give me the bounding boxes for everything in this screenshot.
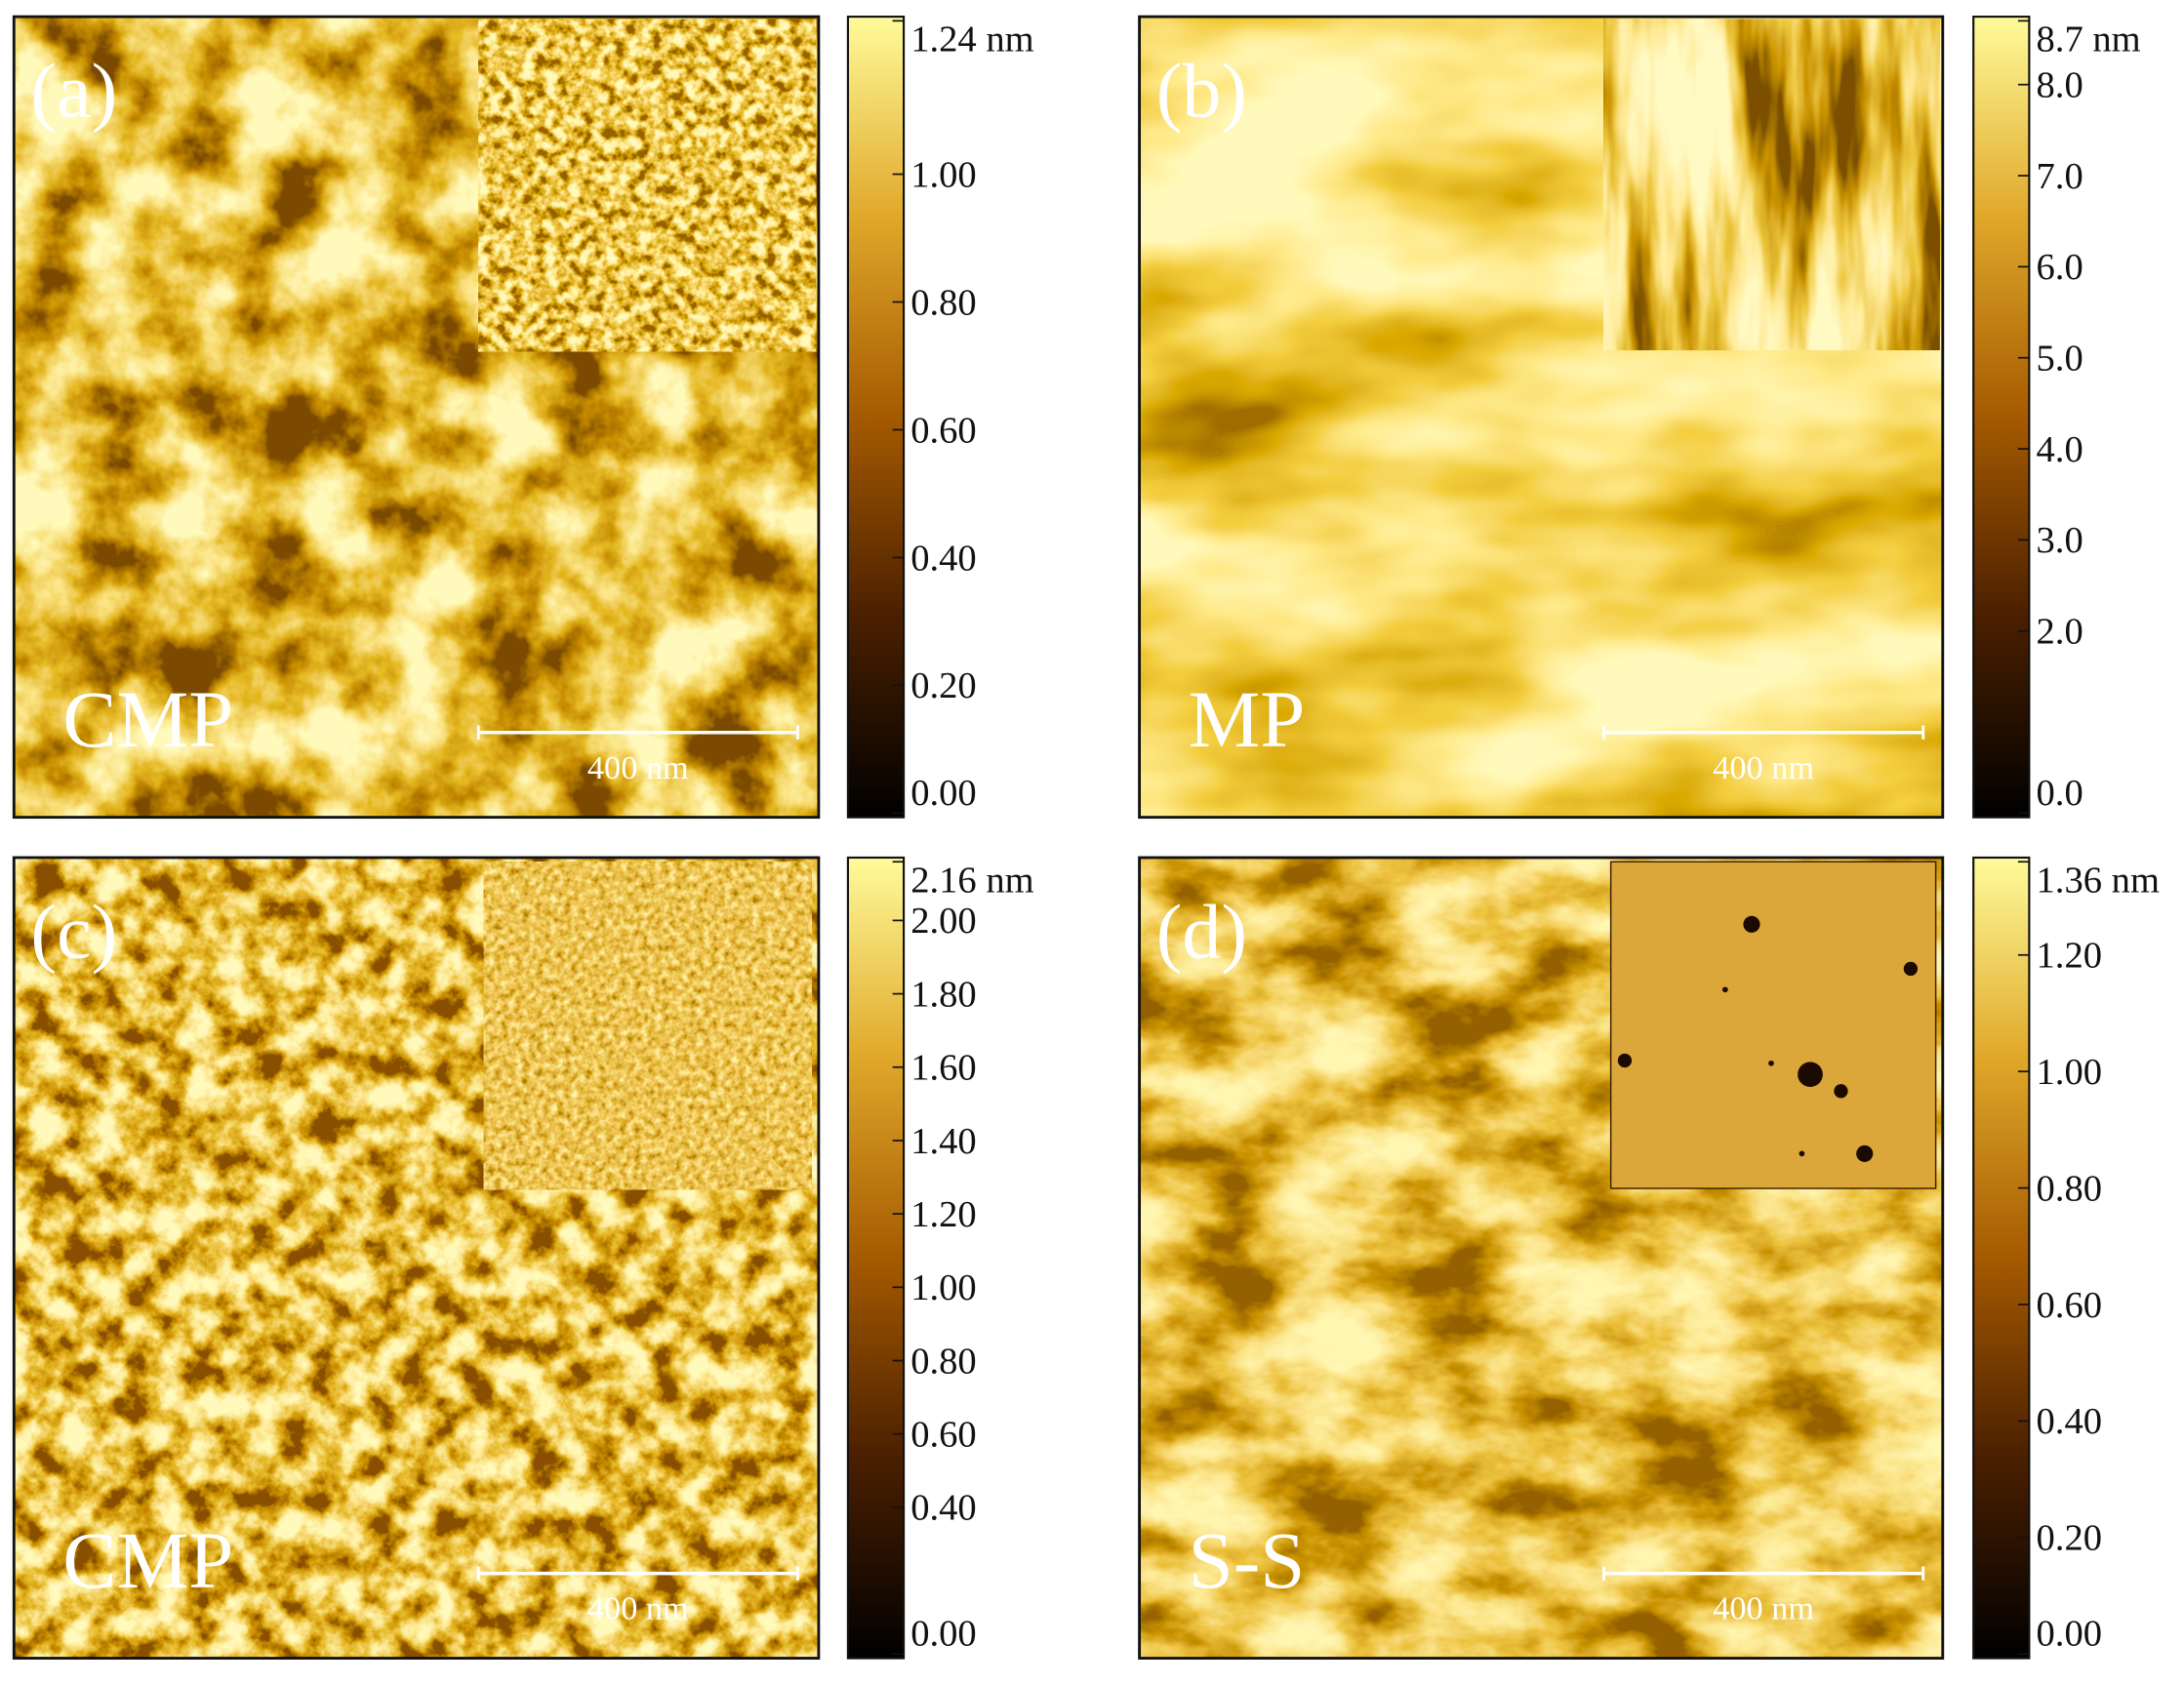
image-frame: [12, 15, 821, 820]
panel-label: (b): [1156, 49, 1247, 135]
pore: [1903, 961, 1919, 977]
pore: [1799, 1150, 1805, 1157]
scale-bar-label: 400 nm: [1713, 1590, 1814, 1627]
scale-bar-label: 400 nm: [1713, 749, 1814, 786]
panels: (a) CMP 400 nm 1.24 nm 1.00 0.80 0.60 0.40 0.20 0…: [12, 15, 2160, 1660]
pore: [1768, 1060, 1774, 1066]
colorbar-tick-label: 0.20: [2037, 1518, 2103, 1559]
colorbar-tick-label: 0.60: [910, 1415, 977, 1456]
pore: [1743, 915, 1760, 933]
colorbar-tick-label: 0.20: [910, 665, 977, 706]
panel-label: (a): [30, 49, 117, 135]
colorbar-tick-label: 1.80: [910, 974, 977, 1015]
colorbar-tick-label: 1.20: [910, 1194, 977, 1235]
colorbar: [1972, 16, 2031, 819]
colorbar-tick-label: 0.60: [910, 410, 977, 451]
colorbar-tick-label: 0.0: [2037, 773, 2083, 814]
pore: [1798, 1062, 1823, 1088]
panel: (d) S-S 400 nm 1.36 nm 1.20 1.00 0.80 0.60 0.40 0…: [1138, 856, 2160, 1660]
inset-image: [483, 862, 812, 1190]
pore: [1856, 1144, 1874, 1162]
colorbar-tick-label: 2.16 nm: [910, 861, 1033, 902]
colorbar-tick-label: 4.0: [2037, 429, 2083, 470]
colorbar-tick-label: 0.80: [910, 1341, 977, 1382]
colorbar-tick-label: 1.24 nm: [910, 20, 1033, 60]
pore: [1721, 986, 1728, 993]
scale-bar-label: 400 nm: [587, 1590, 689, 1627]
colorbar-tick-label: 0.40: [910, 538, 977, 579]
inset-image: [1609, 861, 1937, 1189]
colorbar-tick-label: 6.0: [2037, 247, 2083, 288]
image-frame: [1138, 856, 1945, 1660]
colorbar-tick-label: 2.0: [2037, 612, 2083, 653]
pore: [1834, 1084, 1848, 1099]
colorbar-tick-label: 1.36 nm: [2037, 861, 2160, 902]
colorbar: [846, 16, 906, 819]
colorbar-tick-label: 0.80: [910, 282, 977, 323]
colorbar-tick-label: 2.00: [910, 901, 977, 942]
scale-bar-label: 400 nm: [587, 749, 689, 786]
colorbar-tick-label: 0.80: [2037, 1168, 2103, 1209]
colorbar: [846, 856, 906, 1660]
panel-label: (d): [1156, 890, 1247, 976]
colorbar-tick-label: 1.40: [910, 1121, 977, 1162]
colorbar-tick-label: 0.40: [2037, 1401, 2103, 1442]
panel-label: (c): [30, 890, 117, 976]
panel: (b) MP 400 nm 8.7 nm 8.0 7.0 6.0 5.0 4.0 3.0 2.0 0.…: [1138, 15, 2141, 820]
pore: [1617, 1053, 1633, 1068]
colorbar-tick-label: 8.7 nm: [2037, 20, 2141, 60]
colorbar-tick-label: 8.0: [2037, 65, 2083, 106]
inset-image: [1603, 19, 1940, 350]
sample-name: CMP: [62, 674, 233, 764]
sample-name: S-S: [1189, 1515, 1306, 1605]
colorbar-tick-label: 5.0: [2037, 339, 2083, 380]
colorbar-tick-label: 1.00: [910, 154, 977, 195]
colorbar-tick-label: 0.00: [910, 1614, 977, 1655]
inset-pores: [1617, 915, 1919, 1162]
colorbar-tick-label: 1.20: [2037, 936, 2103, 977]
panel: (a) CMP 400 nm 1.24 nm 1.00 0.80 0.60 0.40 0.20 0…: [12, 15, 1034, 820]
inset-image: [478, 19, 817, 352]
sample-name: MP: [1189, 674, 1306, 764]
colorbar-tick-label: 1.00: [2037, 1052, 2103, 1093]
colorbar-tick-label: 3.0: [2037, 520, 2083, 561]
image-frame: [12, 856, 821, 1660]
colorbar-tick-label: 0.00: [2037, 1614, 2103, 1655]
colorbar-tick-label: 1.00: [910, 1267, 977, 1308]
colorbar-tick-label: 1.60: [910, 1048, 977, 1089]
image-frame: [1138, 15, 1945, 820]
colorbar: [1972, 856, 2031, 1660]
colorbar-tick-label: 7.0: [2037, 156, 2083, 197]
panel: (c) CMP 400 nm 2.16 nm2.00 1.80 1.60 1.40 1.20 1…: [12, 856, 1034, 1660]
colorbar-tick-label: 0.40: [910, 1488, 977, 1529]
colorbar-tick-label: 0.60: [2037, 1285, 2103, 1326]
colorbar-tick-label: 0.00: [910, 773, 977, 814]
sample-name: CMP: [62, 1515, 233, 1605]
